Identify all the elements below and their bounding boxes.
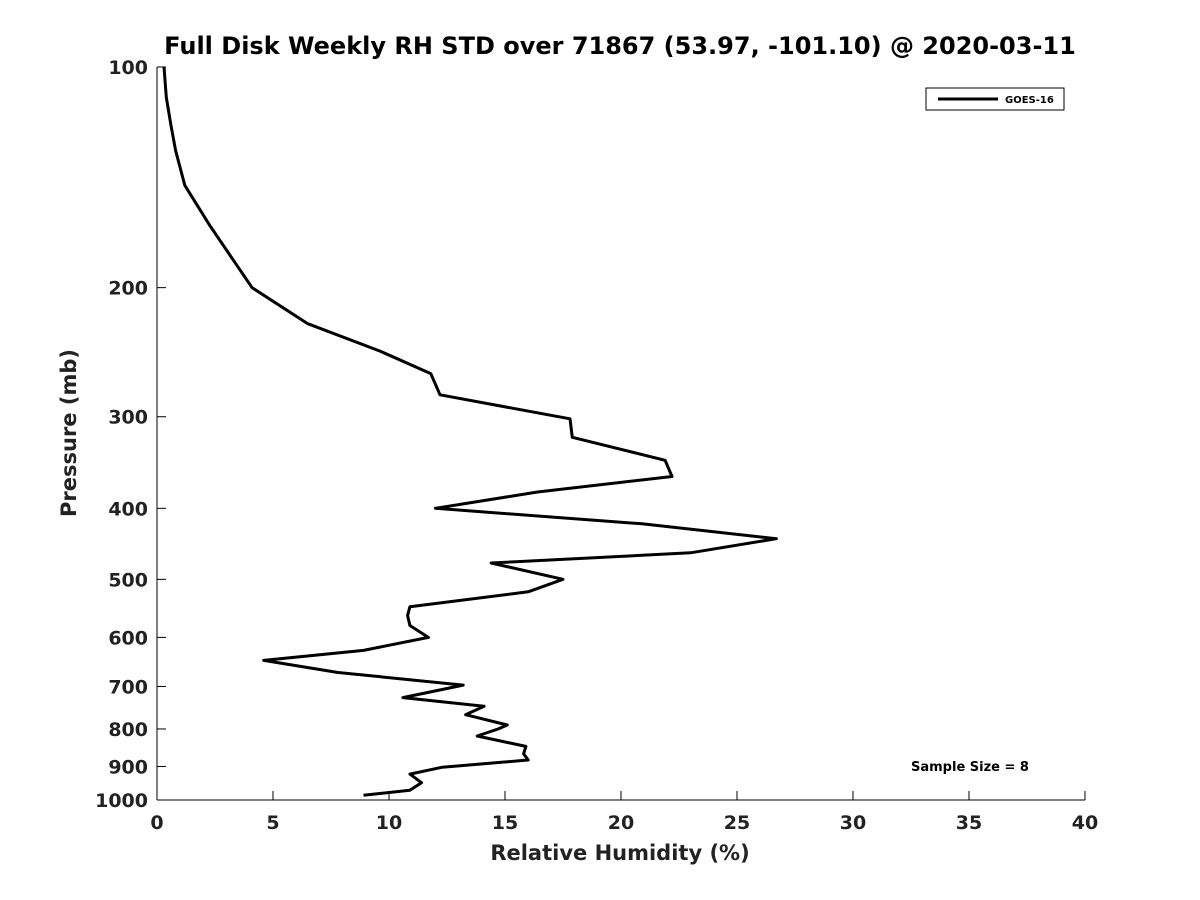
x-tick-label: 10 <box>376 812 402 834</box>
x-tick-label: 35 <box>956 812 982 834</box>
series-line-goes-16 <box>162 66 778 797</box>
x-axis-label: Relative Humidity (%) <box>490 841 749 865</box>
y-tick-label: 100 <box>108 57 148 79</box>
x-tick-label: 30 <box>840 812 866 834</box>
y-tick-label: 300 <box>108 407 148 429</box>
x-tick-label: 5 <box>266 812 279 834</box>
y-tick-label: 600 <box>108 627 148 649</box>
y-tick-label: 500 <box>108 569 148 591</box>
y-axis: 100 200 300 400 500 600 700 800 900 1000 <box>95 57 166 812</box>
x-tick-label: 20 <box>608 812 634 834</box>
x-axis: 0 5 10 15 20 25 30 35 40 <box>150 791 1098 834</box>
legend: GOES-16 <box>925 87 1065 111</box>
sample-size-annotation: Sample Size = 8 <box>911 760 1029 775</box>
y-tick-label: 700 <box>108 676 148 698</box>
x-tick-label: 15 <box>492 812 518 834</box>
x-tick-label: 0 <box>150 812 163 834</box>
y-tick-label: 900 <box>108 756 148 778</box>
y-tick-label: 1000 <box>95 790 148 812</box>
y-tick-label: 200 <box>108 278 148 300</box>
x-tick-label: 40 <box>1072 812 1098 834</box>
legend-label: GOES-16 <box>1005 95 1054 106</box>
plot-axes <box>156 67 1085 801</box>
y-tick-label: 800 <box>108 719 148 741</box>
y-tick-label: 400 <box>108 498 148 520</box>
chart-title: Full Disk Weekly RH STD over 71867 (53.9… <box>164 32 1076 60</box>
y-axis-label: Pressure (mb) <box>57 349 81 517</box>
x-tick-label: 25 <box>724 812 750 834</box>
